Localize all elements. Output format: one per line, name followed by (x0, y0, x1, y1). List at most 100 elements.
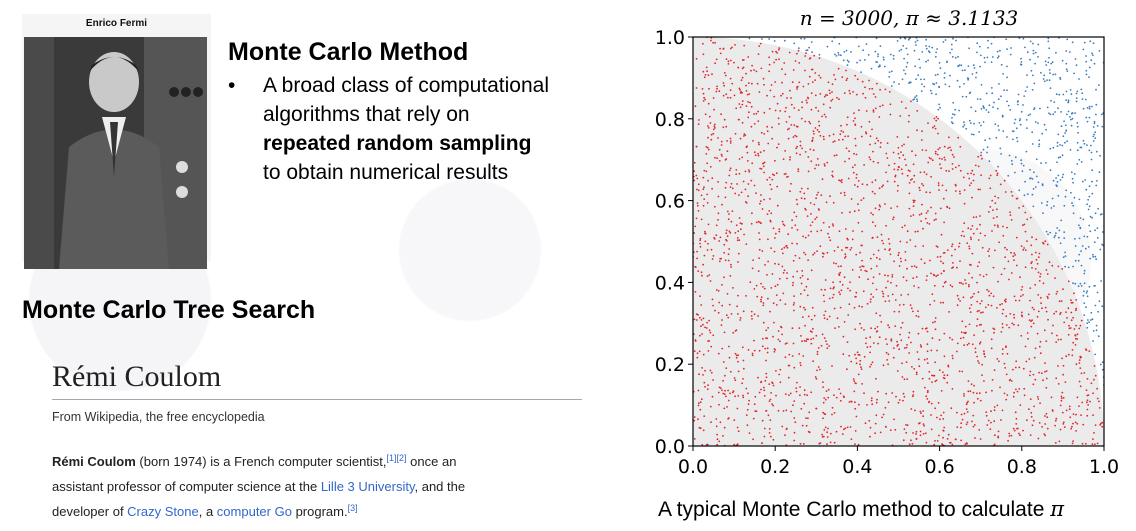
point-inside (869, 426, 872, 429)
point-inside (991, 199, 994, 202)
point-inside (956, 266, 958, 269)
point-outside (1088, 321, 1090, 323)
point-outside (1073, 196, 1076, 199)
point-inside (898, 166, 900, 169)
bullet-line-2: algorithms that rely on (263, 103, 470, 126)
computer-go-link[interactable]: computer Go (216, 504, 292, 519)
point-inside (941, 158, 943, 160)
point-inside (970, 172, 972, 175)
point-outside (1088, 76, 1090, 79)
point-inside (839, 293, 841, 296)
point-inside (723, 331, 726, 334)
point-outside (909, 37, 911, 39)
point-inside (706, 275, 709, 277)
point-inside (808, 431, 811, 434)
point-outside (998, 129, 1000, 132)
point-inside (704, 113, 707, 116)
point-inside (887, 324, 889, 327)
crazy-stone-link[interactable]: Crazy Stone (127, 504, 199, 519)
point-inside (904, 224, 906, 227)
point-outside (1087, 319, 1089, 321)
point-outside (997, 125, 1000, 127)
point-outside (1055, 93, 1058, 96)
x-tick-label: 0.6 (924, 456, 954, 478)
point-inside (1000, 419, 1002, 421)
point-inside (1045, 310, 1048, 313)
point-inside (1034, 378, 1037, 381)
point-inside (704, 326, 706, 329)
point-inside (696, 177, 699, 180)
point-inside (970, 296, 972, 299)
wiki-ref-1-2[interactable]: [1][2] (386, 453, 407, 463)
point-outside (1062, 256, 1065, 259)
point-inside (728, 174, 731, 177)
point-inside (912, 205, 915, 208)
point-outside (888, 76, 891, 78)
point-inside (887, 238, 890, 240)
point-inside (964, 443, 967, 446)
point-inside (750, 125, 753, 128)
point-inside (878, 258, 881, 261)
point-outside (1059, 78, 1062, 80)
point-inside (990, 421, 992, 424)
point-inside (701, 443, 704, 446)
point-inside (729, 167, 732, 170)
point-inside (846, 77, 849, 80)
point-inside (1092, 438, 1094, 440)
point-inside (746, 408, 749, 411)
point-inside (810, 318, 813, 321)
wiki-ref-3[interactable]: [3] (347, 503, 358, 513)
point-inside (1088, 350, 1091, 352)
point-inside (732, 331, 735, 334)
point-inside (902, 154, 905, 157)
point-inside (724, 186, 727, 189)
point-inside (753, 349, 756, 352)
point-inside (1072, 413, 1075, 415)
y-tick-label: 0.2 (655, 354, 685, 376)
point-inside (1015, 236, 1018, 239)
point-inside (814, 376, 817, 378)
point-outside (818, 53, 821, 56)
point-inside (835, 154, 838, 157)
point-inside (909, 179, 912, 181)
point-inside (908, 207, 911, 210)
point-inside (748, 111, 750, 114)
point-inside (791, 284, 794, 287)
lille-3-university-link[interactable]: Lille 3 University (320, 479, 415, 494)
point-inside (866, 346, 869, 349)
point-inside (839, 306, 842, 309)
point-outside (1083, 235, 1086, 238)
point-inside (813, 314, 816, 317)
point-inside (990, 304, 993, 307)
point-inside (725, 125, 728, 128)
point-outside (1078, 158, 1081, 161)
point-inside (785, 121, 788, 123)
point-outside (1100, 113, 1103, 116)
point-inside (774, 109, 777, 112)
point-outside (1075, 92, 1078, 95)
point-outside (1094, 131, 1097, 134)
point-inside (901, 145, 903, 147)
point-outside (903, 69, 905, 72)
point-inside (1015, 360, 1018, 363)
point-inside (703, 198, 706, 201)
point-inside (776, 146, 778, 149)
point-inside (761, 419, 764, 422)
point-inside (852, 171, 855, 174)
point-outside (1054, 73, 1057, 76)
point-inside (921, 183, 923, 185)
point-inside (958, 242, 961, 245)
point-inside (796, 88, 798, 90)
point-inside (969, 236, 972, 239)
point-outside (978, 45, 981, 48)
point-inside (729, 231, 732, 234)
point-inside (712, 97, 715, 99)
point-outside (1071, 41, 1074, 44)
point-outside (1014, 118, 1017, 121)
point-inside (737, 294, 739, 297)
point-inside (734, 330, 737, 332)
point-inside (942, 262, 945, 265)
point-inside (886, 359, 889, 361)
point-inside (701, 367, 703, 369)
point-outside (1016, 136, 1018, 139)
